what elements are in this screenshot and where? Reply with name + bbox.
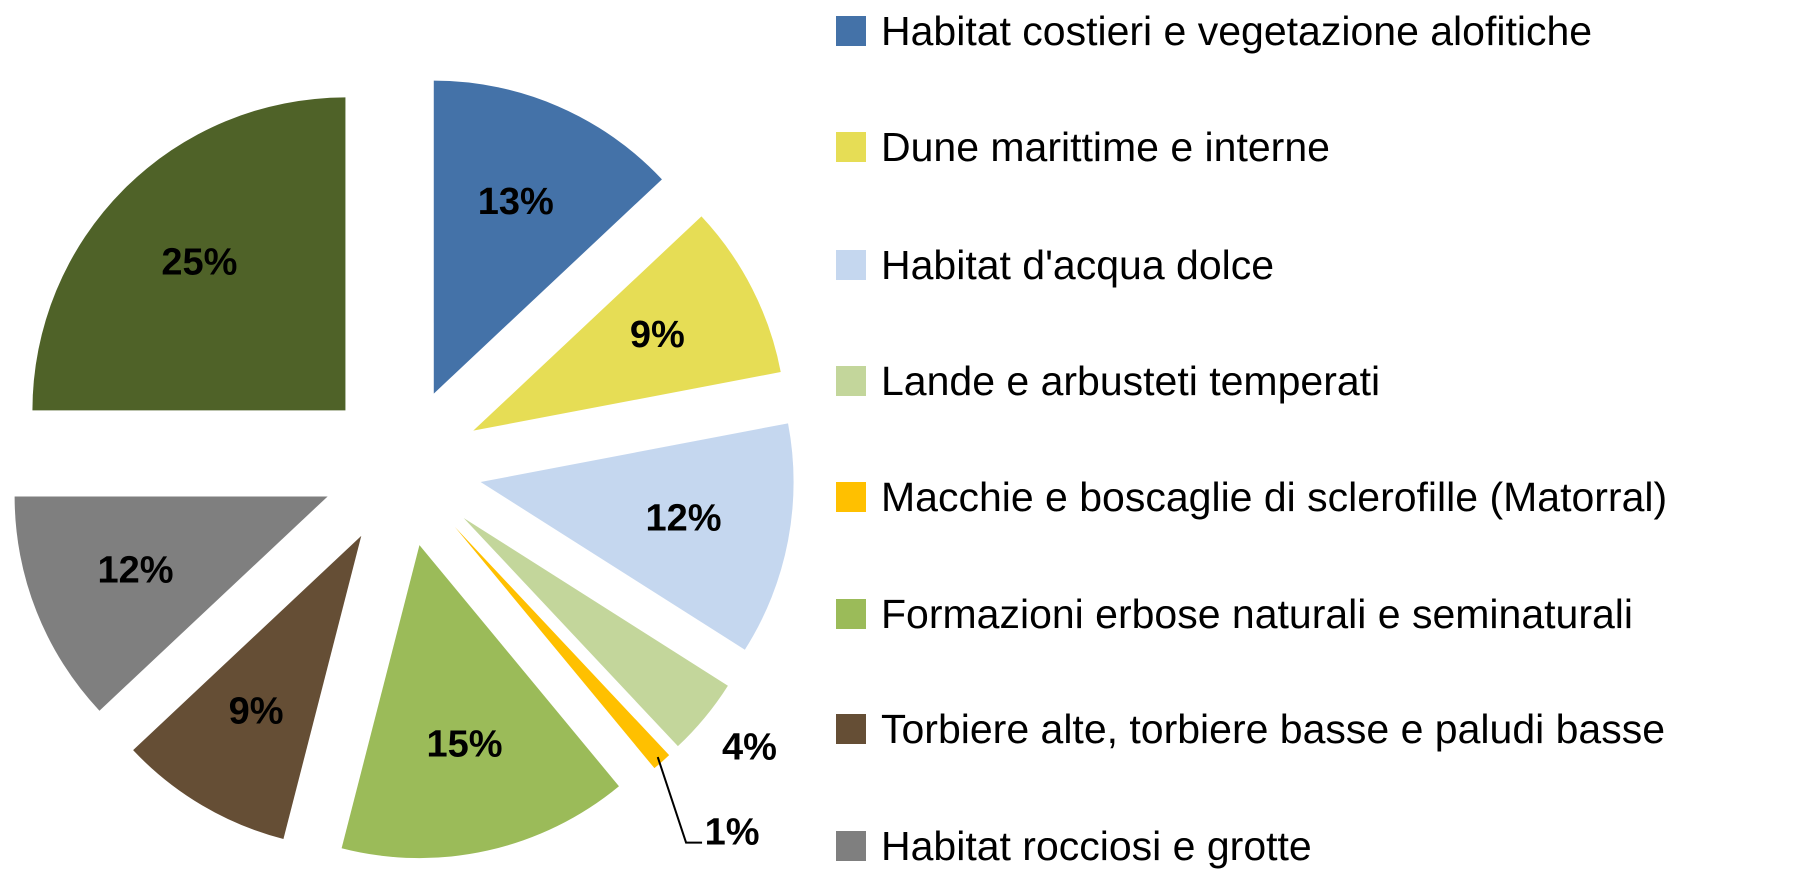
pie-slice: [341, 545, 619, 859]
legend-label: Macchie e boscaglie di sclerofille (Mato…: [881, 474, 1668, 520]
data-label: 25%: [161, 241, 237, 283]
legend-entry: Dune marittime e interne: [836, 115, 1786, 179]
data-label: 12%: [98, 550, 174, 592]
pie-slice: [480, 423, 794, 650]
pie-slice: [433, 80, 662, 394]
legend-label: Habitat costieri e vegetazione alofitich…: [881, 8, 1593, 54]
legend-swatch: [836, 366, 866, 396]
legend-label: Habitat rocciosi e grotte: [881, 823, 1312, 869]
data-label: 15%: [426, 724, 502, 766]
legend-swatch: [836, 482, 866, 512]
legend-swatch: [836, 132, 866, 162]
legend-label: Lande e arbusteti temperati: [881, 358, 1381, 404]
legend-label: Torbiere alte, torbiere basse e paludi b…: [881, 706, 1666, 752]
legend-label: Dune marittime e interne: [881, 124, 1330, 170]
legend-swatch: [836, 16, 866, 46]
data-label: 4%: [722, 726, 777, 768]
legend-entry: Formazioni erbose naturali e seminatural…: [836, 582, 1786, 646]
pie-slice: [463, 517, 728, 747]
legend-label: Formazioni erbose naturali e seminatural…: [881, 591, 1634, 637]
data-label: 9%: [630, 314, 685, 356]
leader-line: [656, 756, 703, 844]
legend-entry: Lande e arbusteti temperati: [836, 349, 1786, 413]
legend-swatch: [836, 714, 866, 744]
legend-swatch: [836, 831, 866, 861]
data-label: 9%: [229, 691, 284, 733]
pie-slice: [14, 496, 328, 711]
legend-label: Habitat d'acqua dolce: [881, 242, 1275, 288]
data-label: 1%: [705, 812, 760, 854]
legend-entry: Habitat costieri e vegetazione alofitich…: [836, 0, 1786, 63]
legend-entry: Habitat d'acqua dolce: [836, 233, 1786, 297]
legend-entry: Macchie e boscaglie di sclerofille (Mato…: [836, 465, 1786, 529]
pie-slice: [32, 97, 346, 411]
data-label: 12%: [645, 498, 721, 540]
pie-slice: [454, 527, 670, 769]
legend-swatch: [836, 250, 866, 280]
legend-swatch: [836, 599, 866, 629]
legend-entry: Habitat rocciosi e grotte: [836, 814, 1786, 878]
pie-slice: [133, 535, 362, 840]
data-label: 13%: [478, 181, 554, 223]
pie-slice: [473, 216, 781, 431]
legend-entry: Torbiere alte, torbiere basse e paludi b…: [836, 697, 1786, 761]
